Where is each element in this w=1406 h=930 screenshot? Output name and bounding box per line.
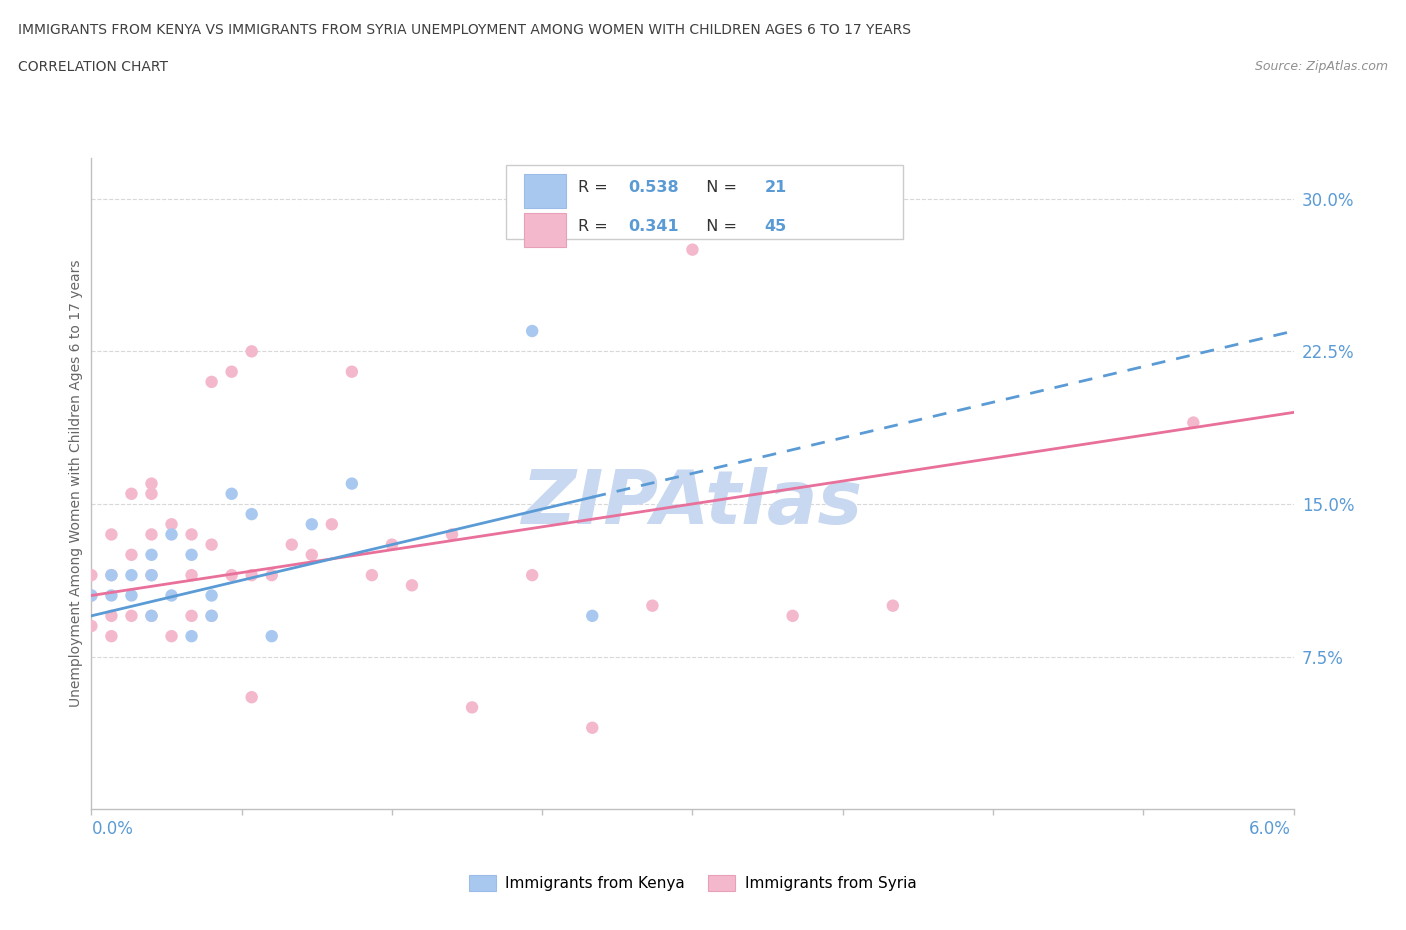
Point — [100, 567, 122, 582]
Bar — [524, 213, 567, 246]
Point — [160, 517, 183, 532]
Point — [121, 486, 143, 501]
Text: 0.341: 0.341 — [628, 219, 679, 234]
Point — [100, 629, 122, 644]
Point — [180, 608, 202, 623]
Point — [80, 567, 103, 582]
Point — [201, 588, 224, 603]
Point — [240, 507, 263, 522]
Text: N =: N = — [696, 219, 742, 234]
Point — [80, 618, 103, 633]
Point — [100, 527, 122, 542]
Point — [240, 344, 263, 359]
Text: Source: ZipAtlas.com: Source: ZipAtlas.com — [1254, 60, 1388, 73]
Point — [141, 548, 163, 563]
Point — [221, 486, 243, 501]
Point — [520, 324, 543, 339]
Point — [141, 567, 163, 582]
Point — [360, 567, 382, 582]
Point — [141, 608, 163, 623]
Point — [340, 365, 363, 379]
Text: 6.0%: 6.0% — [1249, 820, 1291, 838]
Point — [121, 588, 143, 603]
Point — [221, 365, 243, 379]
Point — [240, 690, 263, 705]
Text: R =: R = — [578, 219, 613, 234]
Point — [461, 700, 484, 715]
Text: N =: N = — [696, 179, 742, 195]
Text: 21: 21 — [765, 179, 787, 195]
Point — [80, 588, 103, 603]
Point — [321, 517, 343, 532]
Point — [121, 567, 143, 582]
Legend: Immigrants from Kenya, Immigrants from Syria: Immigrants from Kenya, Immigrants from S… — [463, 869, 922, 897]
Point — [681, 242, 703, 257]
Point — [121, 608, 143, 623]
Point — [641, 598, 664, 613]
FancyBboxPatch shape — [506, 165, 903, 240]
Point — [160, 629, 183, 644]
Point — [381, 538, 404, 552]
Point — [340, 476, 363, 491]
Point — [141, 567, 163, 582]
Text: CORRELATION CHART: CORRELATION CHART — [18, 60, 169, 74]
Point — [201, 608, 224, 623]
Point — [201, 538, 224, 552]
Point — [160, 527, 183, 542]
Point — [141, 527, 163, 542]
Point — [141, 476, 163, 491]
Point — [180, 527, 202, 542]
Point — [240, 567, 263, 582]
Text: 0.538: 0.538 — [628, 179, 679, 195]
Text: 0.0%: 0.0% — [91, 820, 134, 838]
Text: ZIPAtlas: ZIPAtlas — [522, 467, 863, 539]
Point — [100, 567, 122, 582]
Point — [581, 720, 603, 735]
Point — [100, 588, 122, 603]
Text: IMMIGRANTS FROM KENYA VS IMMIGRANTS FROM SYRIA UNEMPLOYMENT AMONG WOMEN WITH CHI: IMMIGRANTS FROM KENYA VS IMMIGRANTS FROM… — [18, 23, 911, 37]
Text: 45: 45 — [765, 219, 787, 234]
Point — [260, 629, 283, 644]
Point — [221, 567, 243, 582]
Text: R =: R = — [578, 179, 613, 195]
Point — [180, 548, 202, 563]
Point — [301, 517, 323, 532]
Point — [180, 567, 202, 582]
Point — [141, 486, 163, 501]
Point — [100, 608, 122, 623]
Point — [440, 527, 463, 542]
Point — [520, 567, 543, 582]
Point — [180, 629, 202, 644]
Point — [141, 608, 163, 623]
Point — [80, 588, 103, 603]
Point — [882, 598, 904, 613]
Point — [1182, 415, 1205, 430]
Y-axis label: Unemployment Among Women with Children Ages 6 to 17 years: Unemployment Among Women with Children A… — [69, 259, 83, 708]
Point — [782, 608, 804, 623]
Point — [401, 578, 423, 592]
Point — [121, 548, 143, 563]
Bar — [524, 174, 567, 207]
Point — [201, 375, 224, 390]
Point — [160, 588, 183, 603]
Point — [260, 567, 283, 582]
Point — [301, 548, 323, 563]
Point — [201, 608, 224, 623]
Point — [581, 608, 603, 623]
Point — [281, 538, 304, 552]
